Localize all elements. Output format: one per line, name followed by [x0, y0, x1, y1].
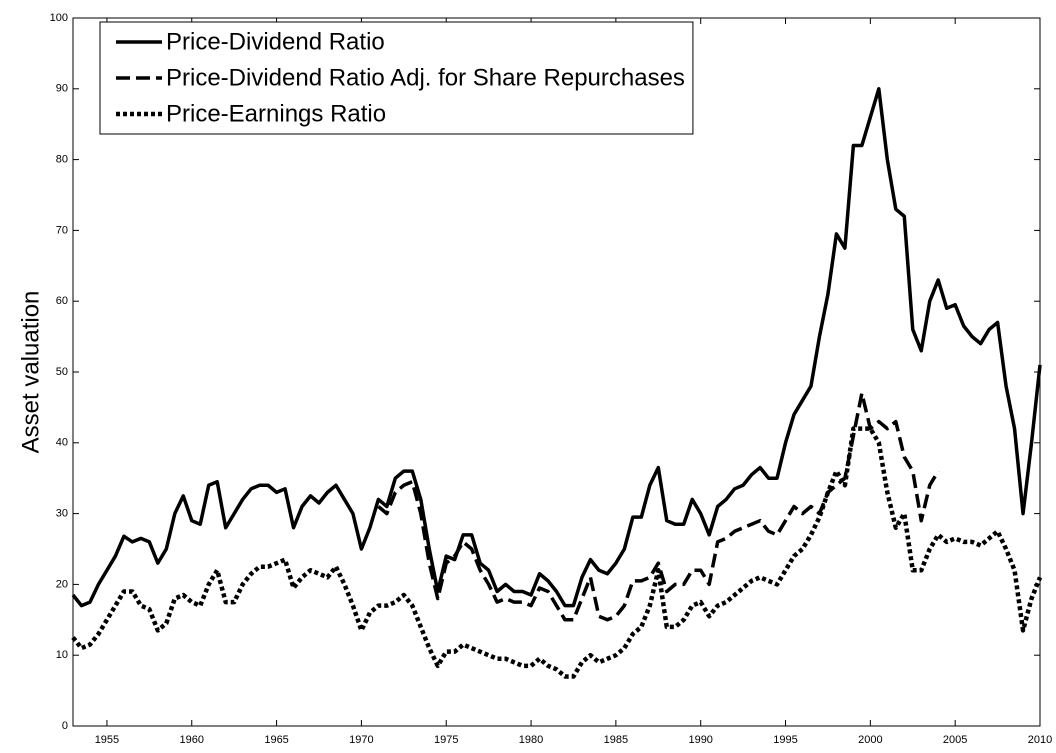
x-tick-label: 2005 — [943, 734, 967, 746]
x-tick-label: 2000 — [858, 734, 882, 746]
series-line — [71, 426, 1043, 679]
y-tick-label: 10 — [56, 649, 68, 661]
x-tick-label: 1970 — [349, 734, 373, 746]
y-axis-label: Asset valuation — [17, 291, 44, 454]
x-tick-label: 1975 — [434, 734, 458, 746]
x-tick-label: 1995 — [773, 734, 797, 746]
y-tick-label: 20 — [56, 578, 68, 590]
x-tick-label: 2010 — [1028, 734, 1052, 746]
x-tick-label: 1960 — [180, 734, 204, 746]
legend-box — [99, 21, 694, 135]
y-tick-label: 0 — [62, 720, 68, 732]
legend-label: Price-Dividend Ratio — [166, 28, 385, 55]
y-tick-label: 90 — [56, 83, 68, 95]
x-tick-label: 1990 — [688, 734, 712, 746]
y-tick-label: 100 — [50, 12, 68, 24]
y-tick-label: 50 — [56, 366, 68, 378]
x-tick-label: 1980 — [519, 734, 543, 746]
y-tick-label: 40 — [56, 437, 68, 449]
y-tick-label: 30 — [56, 508, 68, 520]
legend-label: Price-Dividend Ratio Adj. for Share Repu… — [166, 64, 685, 91]
x-tick-label: 1965 — [264, 734, 288, 746]
y-tick-label: 70 — [56, 224, 68, 236]
x-tick-label: 1985 — [604, 734, 628, 746]
y-tick-label: 80 — [56, 154, 68, 166]
legend-label: Price-Earnings Ratio — [166, 100, 386, 127]
x-tick-label: 1955 — [95, 734, 119, 746]
series-line — [71, 87, 1042, 608]
y-tick-label: 60 — [56, 295, 68, 307]
